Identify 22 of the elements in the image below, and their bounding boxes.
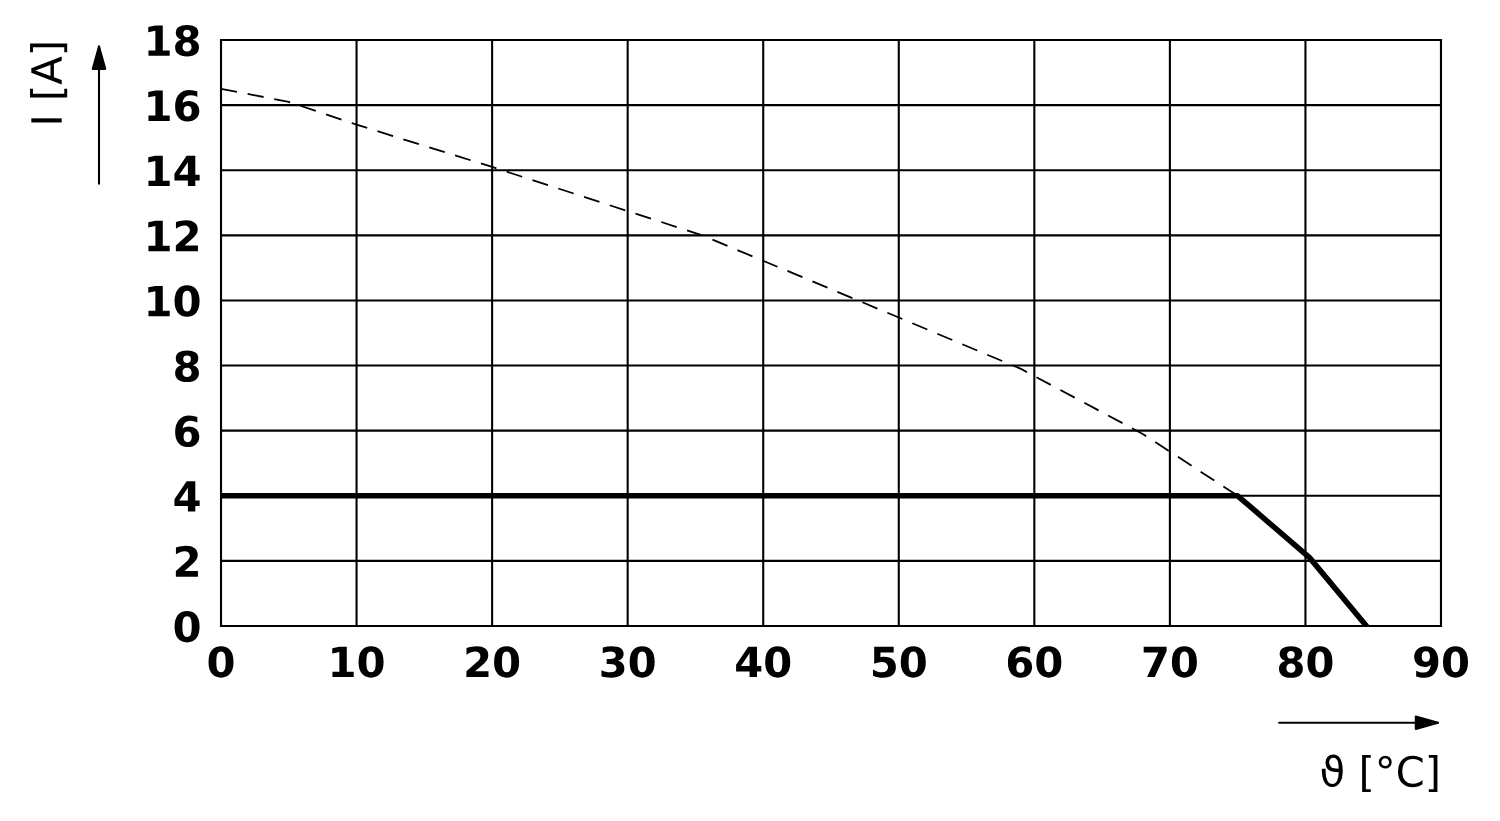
x-tick-label: 40	[736, 646, 791, 678]
x-tick-label: 80	[1279, 646, 1333, 678]
y-tick-label: 18	[148, 24, 199, 57]
y-tick-label: 6	[175, 415, 200, 448]
x-tick-label: 30	[601, 646, 655, 678]
y-tick-label: 4	[174, 481, 200, 512]
y-tick-label: 16	[148, 90, 200, 122]
y-tick-label: 14	[148, 155, 200, 187]
y-axis-title: I [A]	[30, 43, 68, 123]
x-tick-label: 60	[1007, 646, 1062, 678]
x-tick-label: 50	[873, 646, 926, 678]
x-tick-label: 10	[332, 646, 384, 678]
y-tick-label: 10	[148, 285, 200, 317]
y-tick-label: 12	[148, 220, 198, 252]
x-tick-label: 90	[1414, 646, 1468, 678]
y-tick-label: 0	[174, 610, 200, 643]
y-tick-label: 8	[175, 350, 199, 382]
x-axis-title: ϑ [°C]	[1321, 754, 1438, 793]
x-tick-label: 0	[208, 646, 234, 678]
x-tick-label: 20	[466, 646, 520, 678]
y-tick-label: 2	[175, 545, 198, 577]
x-tick-label: 70	[1143, 646, 1197, 678]
